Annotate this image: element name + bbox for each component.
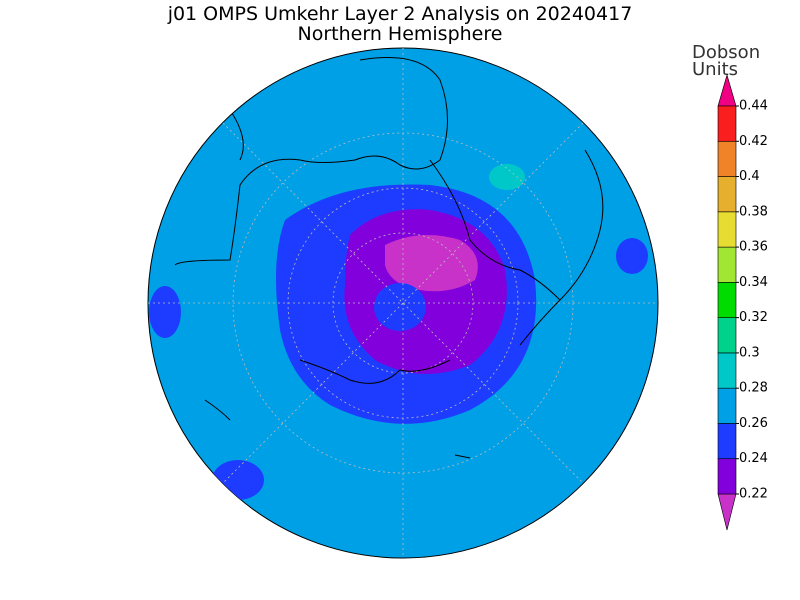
colorbar-extend	[717, 493, 737, 531]
contour-region	[149, 286, 181, 338]
colorbar-tick-label: 0.3	[739, 345, 760, 360]
colorbar-tick-label: 0.22	[739, 487, 768, 502]
colorbar-tick-label: 0.42	[739, 134, 768, 149]
colorbar-cell	[717, 423, 737, 460]
colorbar-cell	[717, 282, 737, 318]
colorbar-label: Dobson	[692, 42, 760, 63]
colorbar: Dobson Units 0.22 0.24 0.26 0.28 0.3 0.32 0.34…	[692, 42, 768, 531]
contour-region	[616, 238, 648, 274]
colorbar-cell	[717, 317, 737, 354]
contour-region	[385, 235, 478, 292]
colorbar-cell	[717, 352, 737, 389]
colorbar-cell	[717, 246, 737, 283]
contour-region	[212, 460, 264, 500]
contour-region	[374, 283, 426, 331]
colorbar-tick-label: 0.4	[739, 169, 760, 184]
title: j01 OMPS Umkehr Layer 2 Analysis on 2024…	[167, 3, 633, 25]
contour-region	[489, 164, 525, 190]
colorbar-cell	[717, 140, 737, 177]
subtitle: Northern Hemisphere	[298, 23, 503, 45]
colorbar-cell	[717, 105, 737, 142]
colorbar-tick-label: 0.24	[739, 451, 768, 466]
colorbar-tick-label: 0.38	[739, 204, 768, 219]
colorbar-cell	[717, 176, 737, 213]
colorbar-tick-label: 0.26	[739, 416, 768, 431]
colorbar-tick-label: 0.36	[739, 240, 768, 255]
colorbar-label: Units	[692, 59, 738, 80]
colorbar-tick-label: 0.44	[739, 99, 768, 114]
colorbar-tick-label: 0.32	[739, 310, 768, 325]
colorbar-cell	[717, 387, 737, 424]
colorbar-cell	[717, 458, 737, 495]
colorbar-cell	[717, 211, 737, 248]
colorbar-tick-label: 0.34	[739, 275, 768, 290]
map	[147, 47, 659, 559]
contour-region	[344, 209, 507, 374]
colorbar-tick-label: 0.28	[739, 381, 768, 396]
